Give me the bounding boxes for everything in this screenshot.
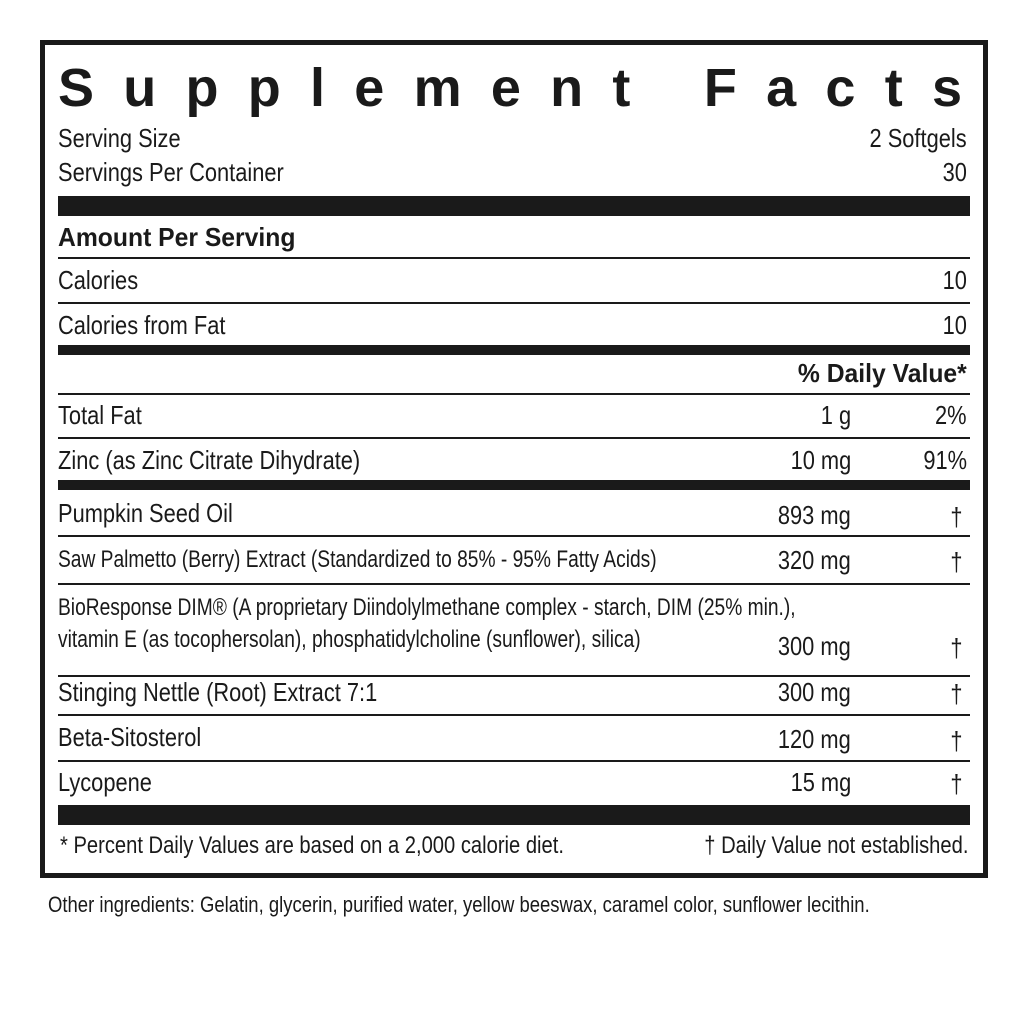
calorie-label: Calories [58, 265, 139, 295]
rule [58, 345, 970, 355]
serving-label: Serving Size [58, 123, 181, 153]
amount-header: Amount Per Serving [58, 222, 296, 252]
rule [58, 393, 970, 395]
nutrient-dv: 91% [923, 445, 967, 475]
footnote: † Daily Value not established. [703, 832, 968, 859]
ingredient-amount: 893 mg [778, 500, 851, 530]
rule [58, 675, 970, 677]
rule [58, 760, 970, 762]
ingredient-dv: † [949, 769, 962, 799]
other-ingredients: Other ingredients: Gelatin, glycerin, pu… [48, 892, 870, 917]
calorie-value: 10 [942, 310, 967, 340]
ingredient-dv: † [949, 547, 962, 577]
rule [58, 196, 970, 216]
ingredient-dv: † [949, 633, 962, 663]
calorie-label: Calories from Fat [58, 310, 226, 340]
rule [58, 302, 970, 304]
nutrient-amount: 1 g [820, 400, 851, 430]
rule [58, 714, 970, 716]
ingredient-dv: † [949, 726, 962, 756]
calorie-value: 10 [942, 265, 967, 295]
rule [58, 805, 970, 825]
ingredient-name: Beta-Sitosterol [58, 722, 202, 752]
ingredient-amount: 320 mg [778, 545, 851, 575]
facts-panel [40, 40, 988, 878]
ingredient-name: vitamin E (as tocophersolan), phosphatid… [58, 626, 641, 653]
serving-value: 2 Softgels [869, 123, 967, 153]
ingredient-dv: † [949, 679, 962, 709]
nutrient-dv: 2% [935, 400, 967, 430]
ingredient-name: Pumpkin Seed Oil [58, 498, 233, 528]
ingredient-amount: 300 mg [778, 677, 851, 707]
dv-header: % Daily Value* [798, 358, 967, 388]
ingredient-name: Stinging Nettle (Root) Extract 7:1 [58, 677, 378, 707]
ingredient-amount: 15 mg [790, 767, 851, 797]
ingredient-amount: 300 mg [778, 631, 851, 661]
title: Supplement Facts [58, 58, 992, 118]
ingredient-name: Lycopene [58, 767, 152, 797]
ingredient-dv: † [949, 502, 962, 532]
footnote: * Percent Daily Values are based on a 2,… [60, 832, 564, 859]
rule [58, 437, 970, 439]
serving-label: Servings Per Container [58, 157, 284, 187]
nutrient-name: Total Fat [58, 400, 142, 430]
rule [58, 257, 970, 259]
rule [58, 535, 970, 537]
ingredient-name: Saw Palmetto (Berry) Extract (Standardiz… [58, 546, 657, 573]
ingredient-name: BioResponse DIM® (A proprietary Diindoly… [58, 594, 796, 621]
rule [58, 583, 970, 585]
serving-value: 30 [942, 157, 967, 187]
ingredient-amount: 120 mg [778, 724, 851, 754]
nutrient-amount: 10 mg [790, 445, 851, 475]
rule [58, 480, 970, 490]
nutrient-name: Zinc (as Zinc Citrate Dihydrate) [58, 445, 361, 475]
